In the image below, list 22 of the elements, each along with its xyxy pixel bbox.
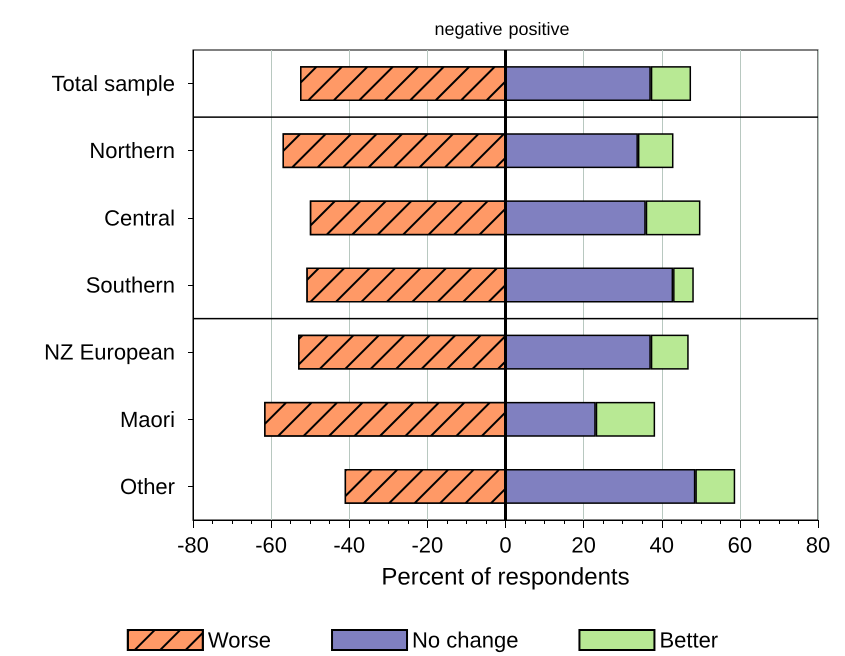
x-tick-label: -60	[255, 532, 288, 558]
legend-label: Worse	[208, 628, 272, 652]
x-tick-label: -80	[177, 532, 209, 558]
y-tick-label: Total sample	[51, 71, 175, 96]
legend-label: No change	[412, 628, 518, 652]
x-axis-title: Percent of respondents	[381, 564, 630, 590]
y-tick-label: Other	[120, 474, 175, 499]
x-tick-label: 40	[650, 532, 674, 558]
y-tick-label: NZ European	[44, 340, 175, 365]
y-tick-label: Maori	[120, 406, 175, 432]
x-tick-label: -20	[411, 532, 444, 558]
x-tick-label: 80	[806, 532, 830, 558]
legend-label: Better	[659, 628, 718, 652]
text: positive	[508, 19, 570, 39]
x-tick-label: 60	[728, 532, 752, 558]
text: negative	[434, 19, 502, 39]
y-tick-label: Northern	[89, 138, 175, 164]
x-tick-label: 20	[571, 532, 596, 558]
y-tick-label: Southern	[86, 272, 175, 298]
y-tick-label: Central	[104, 205, 175, 230]
x-tick-label: -40	[333, 532, 366, 558]
x-tick-label: 0	[499, 532, 512, 558]
